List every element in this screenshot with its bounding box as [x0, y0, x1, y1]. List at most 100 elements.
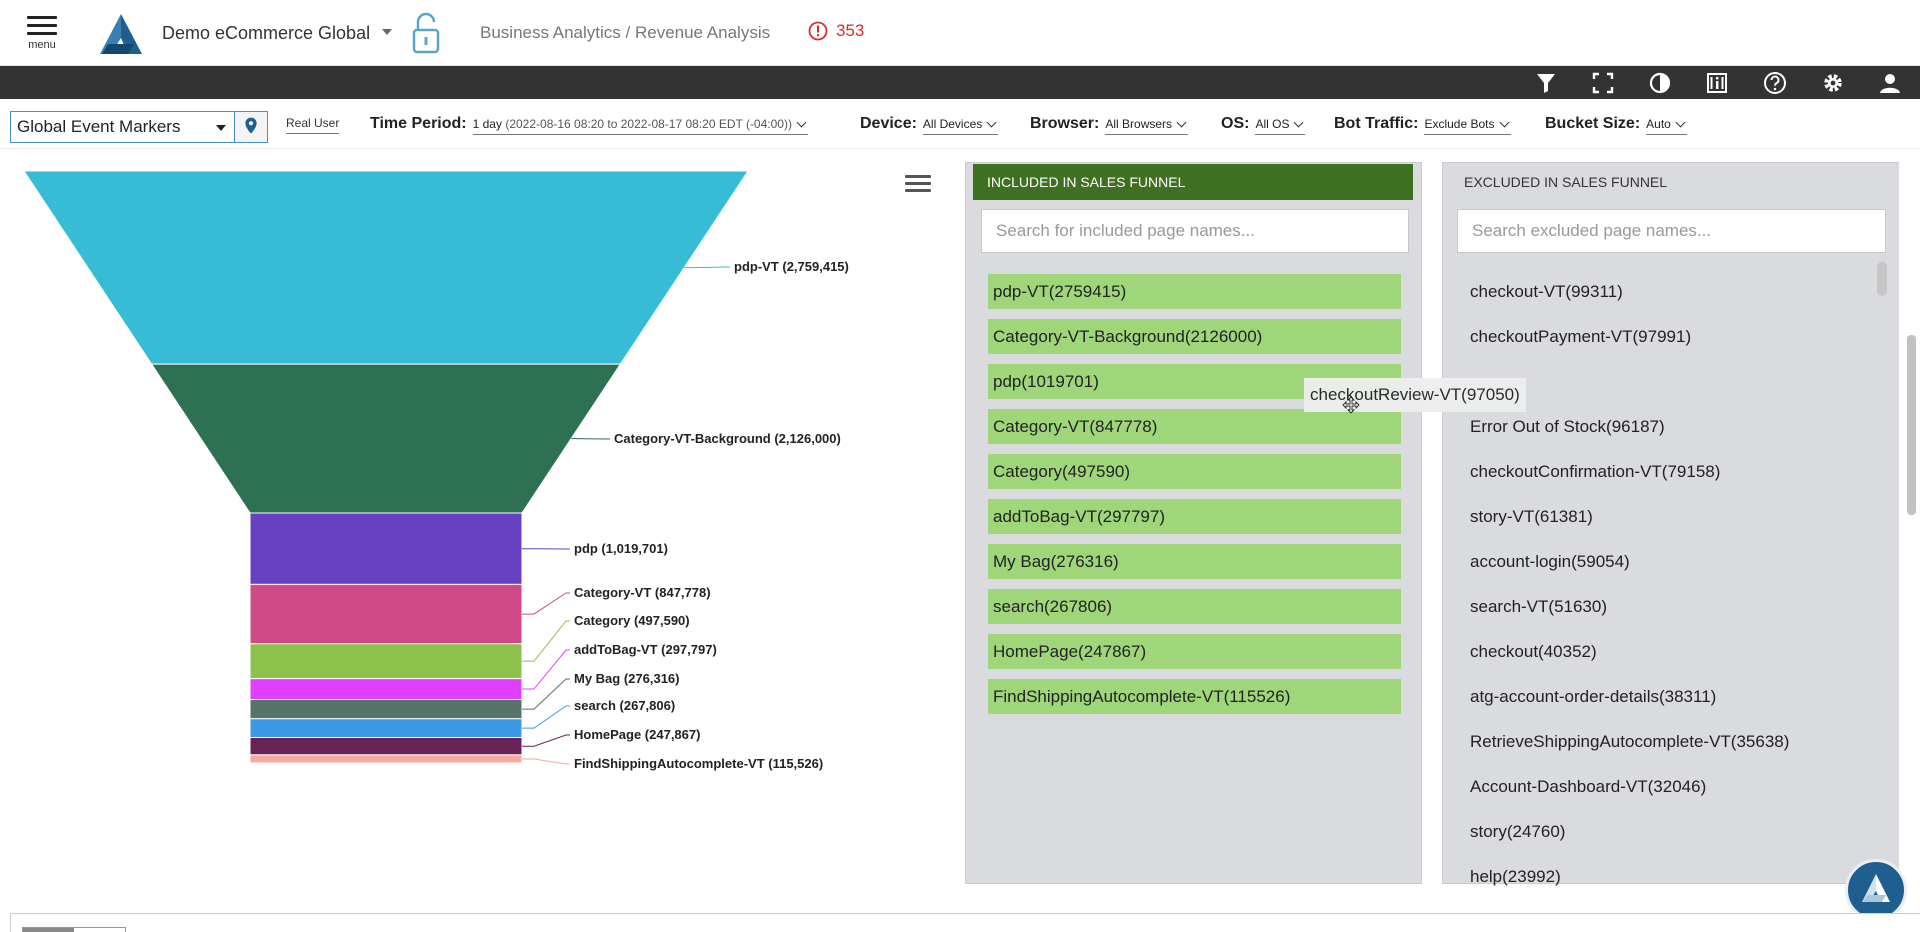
funnel-label-homepage: HomePage (247,867)	[574, 727, 700, 742]
funnel-connector-homepage	[522, 734, 570, 747]
page-scrollbar[interactable]	[1907, 335, 1916, 515]
time-period-dropdown[interactable]: 1 day (2022-08-16 08:20 to 2022-08-17 08…	[472, 117, 808, 135]
funnel-segment-findshippingautocomplete-vt[interactable]	[249, 754, 523, 764]
alert-icon	[808, 21, 828, 41]
funnel-segment-category-vt-background[interactable]	[150, 363, 622, 514]
assistant-button[interactable]	[1845, 859, 1907, 921]
excluded-item[interactable]: Error Out of Stock(96187)	[1470, 417, 1665, 436]
excluded-item[interactable]: story-VT(61381)	[1470, 507, 1593, 526]
excluded-item[interactable]: checkoutPayment-VT(97991)	[1470, 327, 1692, 346]
included-item[interactable]: pdp-VT(2759415)	[988, 274, 1401, 309]
chevron-down-icon	[1675, 117, 1686, 128]
event-markers-value: Global Event Markers	[17, 117, 181, 136]
funnel-label-pdp: pdp (1,019,701)	[574, 541, 668, 556]
included-item[interactable]: Category(497590)	[988, 454, 1401, 489]
excluded-item[interactable]: help(23992)	[1470, 867, 1561, 886]
filter-icon[interactable]	[1533, 70, 1559, 96]
bottom-toggle-option[interactable]	[74, 928, 125, 932]
funnel-segment-search[interactable]	[249, 718, 523, 739]
browser-label: Browser:	[1030, 115, 1100, 132]
excluded-item[interactable]: checkout-VT(99311)	[1470, 282, 1623, 301]
map-pin-icon[interactable]	[235, 111, 268, 143]
time-period-filter: Time Period: 1 day (2022-08-16 08:20 to …	[370, 115, 808, 135]
time-period-range: (2022-08-16 08:20 to 2022-08-17 08:20 ED…	[505, 117, 792, 131]
funnel-segment-pdp-vt[interactable]	[23, 170, 749, 365]
app-selector-name[interactable]: Demo eCommerce Global	[162, 23, 371, 43]
included-item[interactable]: addToBag-VT(297797)	[988, 499, 1401, 534]
hamburger-icon-bar	[27, 24, 57, 27]
device-filter: Device: All Devices	[860, 115, 999, 135]
funnel-connector-category	[522, 620, 570, 662]
included-item[interactable]: search(267806)	[988, 589, 1401, 624]
included-search-input[interactable]	[981, 209, 1409, 253]
funnel-label-my-bag: My Bag (276,316)	[574, 671, 680, 686]
chevron-down-icon	[1176, 117, 1187, 128]
funnel-label-addtobag-vt: addToBag-VT (297,797)	[574, 642, 717, 657]
filter-bar: Global Event Markers Real User Time Peri…	[0, 99, 1920, 149]
user-icon[interactable]	[1877, 70, 1903, 96]
funnel-label-category-vt-background: Category-VT-Background (2,126,000)	[614, 431, 841, 446]
bot-traffic-label: Bot Traffic:	[1334, 115, 1419, 132]
info-panel-icon[interactable]	[1704, 70, 1730, 96]
included-item[interactable]: Category-VT-Background(2126000)	[988, 319, 1401, 354]
settings-icon[interactable]	[1820, 70, 1846, 96]
toolbar	[0, 66, 1920, 99]
contrast-icon[interactable]	[1647, 70, 1673, 96]
app-selector-caret-icon[interactable]	[382, 29, 392, 35]
funnel-segment-category[interactable]	[249, 643, 523, 680]
included-item[interactable]: Category-VT(847778)	[988, 409, 1401, 444]
excluded-item[interactable]: atg-account-order-details(38311)	[1470, 687, 1717, 706]
included-item[interactable]: FindShippingAutocomplete-VT(115526)	[988, 679, 1401, 714]
excluded-item[interactable]: RetrieveShippingAutocomplete-VT(35638)	[1470, 732, 1790, 751]
chart-context-menu-button[interactable]	[905, 175, 931, 197]
bucket-size-dropdown[interactable]: Auto	[1646, 117, 1687, 135]
browser-dropdown[interactable]: All Browsers	[1105, 117, 1189, 135]
funnel-label-category: Category (497,590)	[574, 613, 690, 628]
hamburger-icon-bar	[905, 182, 931, 185]
excluded-item[interactable]: story(24760)	[1470, 822, 1566, 841]
device-label: Device:	[860, 115, 917, 132]
alerts-indicator[interactable]: 353	[808, 21, 864, 41]
help-icon[interactable]	[1762, 70, 1788, 96]
funnel-segment-pdp[interactable]	[249, 512, 523, 585]
excluded-list-scrollbar[interactable]	[1877, 262, 1887, 296]
bottom-toggle[interactable]	[22, 927, 126, 932]
excluded-item[interactable]: checkout(40352)	[1470, 642, 1597, 661]
time-period-label: Time Period:	[370, 115, 467, 132]
funnel-connector-addtobag-vt	[522, 649, 570, 690]
chevron-down-icon	[1499, 117, 1509, 128]
included-panel: INCLUDED IN SALES FUNNEL pdp-VT(2759415)…	[965, 162, 1422, 884]
real-user-toggle[interactable]: Real User	[286, 116, 340, 134]
unlock-icon[interactable]	[410, 10, 444, 56]
included-item[interactable]: My Bag(276316)	[988, 544, 1401, 579]
os-label: OS:	[1221, 115, 1250, 132]
funnel-connector-category-vt	[522, 592, 570, 615]
funnel-segment-my-bag[interactable]	[249, 698, 523, 720]
excluded-item[interactable]: search-VT(51630)	[1470, 597, 1608, 616]
included-item[interactable]: pdp(1019701)	[988, 364, 1401, 399]
funnel-connector-pdp-vt	[684, 266, 730, 269]
included-panel-header: INCLUDED IN SALES FUNNEL	[973, 164, 1413, 200]
excluded-item[interactable]: Account-Dashboard-VT(32046)	[1470, 777, 1707, 796]
included-list: pdp-VT(2759415) Category-VT-Background(2…	[988, 274, 1401, 714]
included-item[interactable]: HomePage(247867)	[988, 634, 1401, 669]
bucket-size-filter: Bucket Size: Auto	[1545, 115, 1687, 135]
bottom-panel	[10, 913, 1920, 932]
excluded-search-input[interactable]	[1457, 209, 1886, 253]
event-markers-select[interactable]: Global Event Markers	[10, 111, 235, 143]
bottom-toggle-option-active[interactable]	[23, 928, 74, 932]
funnel-label-search: search (267,806)	[574, 698, 675, 713]
excluded-item[interactable]: checkoutConfirmation-VT(79158)	[1470, 462, 1721, 481]
device-dropdown[interactable]: All Devices	[922, 117, 999, 135]
funnel-segment-homepage[interactable]	[249, 737, 523, 756]
fullscreen-icon[interactable]	[1590, 70, 1616, 96]
bot-traffic-dropdown[interactable]: Exclude Bots	[1424, 117, 1511, 135]
excluded-item[interactable]: account-login(59054)	[1470, 552, 1630, 571]
os-dropdown[interactable]: All OS	[1255, 117, 1306, 135]
funnel-segment-addtobag-vt[interactable]	[249, 678, 523, 700]
dropdown-caret-icon	[216, 125, 226, 131]
funnel-segment-category-vt[interactable]	[249, 583, 523, 645]
os-filter: OS: All OS	[1221, 115, 1306, 135]
company-logo	[100, 14, 142, 54]
menu-button[interactable]: menu	[22, 12, 62, 58]
